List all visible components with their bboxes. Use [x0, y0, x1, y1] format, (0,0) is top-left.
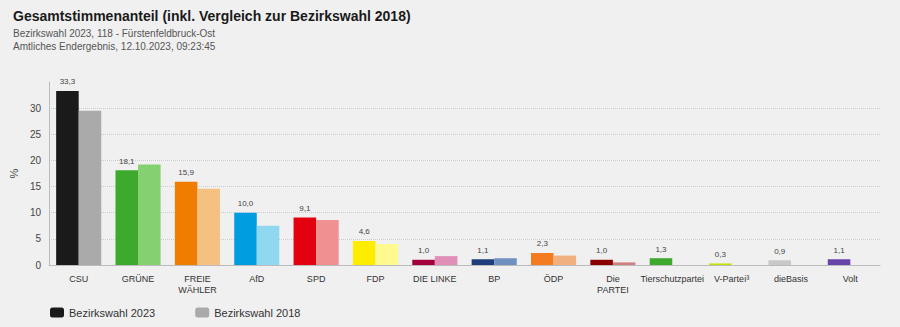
svg-text:30: 30: [30, 103, 42, 114]
svg-text:BP: BP: [488, 274, 500, 284]
svg-text:Volt: Volt: [843, 274, 859, 284]
svg-text:CSU: CSU: [69, 274, 88, 284]
svg-text:10,0: 10,0: [238, 199, 254, 208]
svg-text:0,3: 0,3: [715, 250, 727, 259]
svg-text:Bezirkswahl 2023, 118 - Fürste: Bezirkswahl 2023, 118 - Fürstenfeldbruck…: [13, 28, 215, 39]
svg-text:Bezirkswahl 2018: Bezirkswahl 2018: [214, 307, 300, 319]
svg-text:4,6: 4,6: [359, 227, 371, 236]
svg-text:Tierschutzpartei: Tierschutzpartei: [640, 274, 704, 284]
svg-text:V-Partei³: V-Partei³: [714, 274, 749, 284]
svg-text:18,1: 18,1: [119, 157, 135, 166]
svg-text:Gesamtstimmenanteil (inkl. Ver: Gesamtstimmenanteil (inkl. Vergleich zur…: [13, 8, 411, 24]
svg-text:AfD: AfD: [249, 274, 265, 284]
svg-text:WÄHLER: WÄHLER: [178, 285, 217, 295]
svg-text:PARTEI: PARTEI: [597, 285, 629, 295]
svg-text:5: 5: [35, 233, 41, 244]
svg-text:0: 0: [35, 260, 41, 271]
svg-text:1,3: 1,3: [655, 245, 667, 254]
svg-text:Amtliches Endergebnis, 12.10.2: Amtliches Endergebnis, 12.10.2023, 09:23…: [13, 41, 216, 52]
svg-text:1,0: 1,0: [596, 246, 608, 255]
svg-text:2,3: 2,3: [537, 239, 549, 248]
svg-text:Bezirkswahl 2023: Bezirkswahl 2023: [69, 307, 155, 319]
svg-text:25: 25: [30, 129, 42, 140]
svg-text:15: 15: [30, 181, 42, 192]
svg-text:33,3: 33,3: [60, 77, 76, 86]
svg-text:0,9: 0,9: [774, 247, 786, 256]
svg-text:GRÜNE: GRÜNE: [122, 274, 155, 284]
svg-text:SPD: SPD: [307, 274, 326, 284]
svg-text:dieBasis: dieBasis: [774, 274, 809, 284]
svg-text:%: %: [8, 168, 20, 178]
svg-text:1,1: 1,1: [833, 246, 845, 255]
svg-text:15,9: 15,9: [178, 168, 194, 177]
svg-text:ÖDP: ÖDP: [544, 274, 564, 284]
svg-text:FREIE: FREIE: [184, 274, 211, 284]
svg-text:1,1: 1,1: [477, 246, 489, 255]
svg-text:DIE LINKE: DIE LINKE: [413, 274, 457, 284]
svg-text:9,1: 9,1: [299, 204, 311, 213]
svg-text:Die: Die: [606, 274, 620, 284]
svg-text:10: 10: [30, 207, 42, 218]
svg-text:20: 20: [30, 155, 42, 166]
svg-text:1,0: 1,0: [418, 246, 430, 255]
svg-text:FDP: FDP: [366, 274, 384, 284]
